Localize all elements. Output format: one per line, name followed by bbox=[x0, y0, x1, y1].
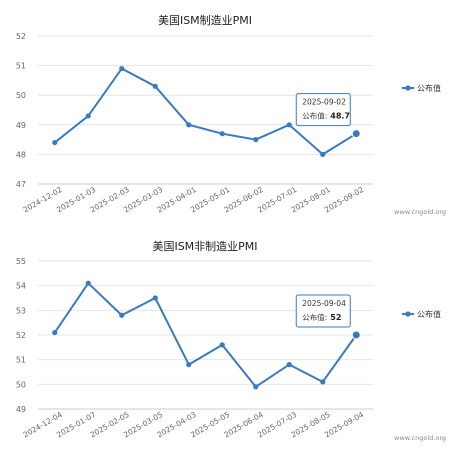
data-point[interactable] bbox=[119, 312, 125, 318]
legend[interactable]: 公布值 bbox=[402, 83, 441, 93]
tooltip: 2025-09-04 公布值: 52 bbox=[295, 294, 351, 328]
y-tick-label: 54 bbox=[16, 282, 26, 291]
non-manufacturing-pmi-chart: 美国ISM非制造业PMI495051525354552024-12-042025… bbox=[16, 239, 446, 442]
y-tick-label: 52 bbox=[16, 32, 26, 41]
tooltip-label: 公布值: bbox=[302, 312, 327, 322]
data-point[interactable] bbox=[152, 83, 158, 89]
data-point[interactable] bbox=[52, 139, 58, 146]
data-point[interactable] bbox=[253, 137, 259, 143]
data-point[interactable] bbox=[119, 65, 125, 72]
tooltip: 2025-09-02 公布值: 48.7 bbox=[295, 93, 351, 127]
data-point[interactable] bbox=[152, 295, 158, 301]
y-tick-label: 48 bbox=[16, 150, 26, 159]
tooltip-box bbox=[295, 93, 351, 127]
y-tick-label: 47 bbox=[16, 180, 26, 189]
data-point[interactable] bbox=[85, 113, 91, 119]
y-tick-label: 49 bbox=[16, 405, 26, 414]
tooltip-value: 52 bbox=[330, 313, 341, 322]
y-tick-label: 53 bbox=[16, 306, 26, 315]
data-point[interactable] bbox=[351, 330, 361, 340]
data-point[interactable] bbox=[52, 329, 58, 336]
data-point[interactable] bbox=[286, 122, 292, 128]
y-tick-label: 51 bbox=[16, 356, 26, 365]
watermark: www.cngold.org bbox=[394, 208, 446, 216]
data-point[interactable] bbox=[286, 362, 292, 368]
legend[interactable]: 公布值 bbox=[402, 309, 441, 319]
data-point[interactable] bbox=[320, 379, 326, 385]
data-point[interactable] bbox=[351, 129, 361, 139]
tooltip-label: 公布值: bbox=[302, 111, 327, 121]
legend-marker bbox=[405, 85, 411, 91]
series-line bbox=[53, 282, 358, 388]
chart-title: 美国ISM非制造业PMI bbox=[152, 239, 257, 253]
data-point[interactable] bbox=[219, 342, 225, 348]
data-point[interactable] bbox=[320, 151, 326, 157]
manufacturing-pmi-chart: 美国ISM制造业PMI4748495051522024-12-022025-01… bbox=[16, 13, 446, 216]
tooltip-date: 2025-09-04 bbox=[302, 299, 346, 308]
y-tick-label: 51 bbox=[16, 62, 26, 71]
data-point[interactable] bbox=[186, 362, 192, 368]
tooltip-value: 48.7 bbox=[330, 112, 350, 121]
series-line bbox=[54, 67, 357, 156]
tooltip-date: 2025-09-02 bbox=[302, 98, 346, 107]
watermark: www.cngold.org bbox=[394, 434, 446, 442]
y-tick-label: 50 bbox=[16, 380, 26, 389]
y-tick-label: 55 bbox=[16, 257, 26, 266]
y-tick-label: 50 bbox=[16, 91, 26, 100]
legend-marker bbox=[405, 311, 411, 317]
data-point[interactable] bbox=[253, 384, 259, 390]
legend-label: 公布值 bbox=[417, 309, 441, 319]
data-point[interactable] bbox=[85, 280, 91, 286]
data-point[interactable] bbox=[186, 122, 192, 128]
data-point[interactable] bbox=[219, 131, 225, 137]
tooltip-box bbox=[295, 294, 351, 328]
y-tick-label: 52 bbox=[16, 331, 26, 340]
chart-title: 美国ISM制造业PMI bbox=[158, 13, 252, 27]
legend-label: 公布值 bbox=[417, 83, 441, 93]
y-tick-label: 49 bbox=[16, 121, 26, 130]
